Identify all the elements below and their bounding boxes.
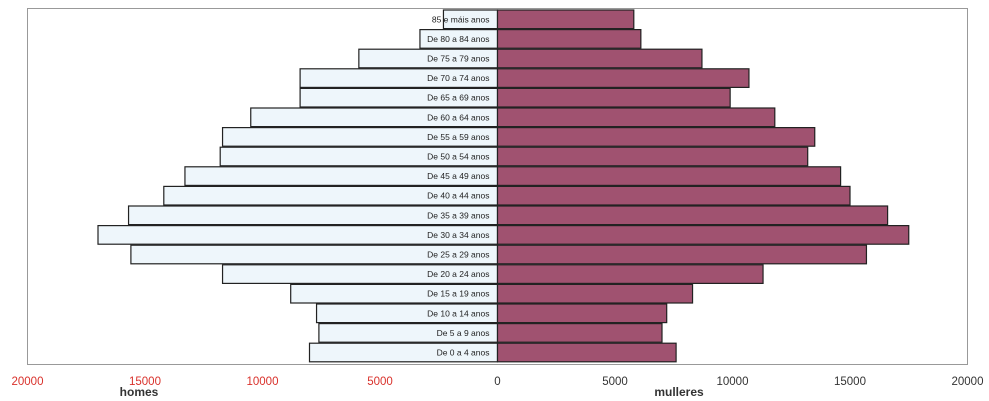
age-group-label: De 15 a 19 anos (427, 289, 489, 299)
x-tick-label: 15000 (129, 376, 161, 388)
age-group-label: De 65 a 69 anos (427, 93, 489, 103)
age-group-label: De 60 a 64 anos (427, 112, 489, 122)
bar-mulleres (496, 29, 642, 49)
bar-mulleres (496, 9, 635, 30)
bar-mulleres (496, 342, 677, 363)
bar-mulleres (496, 205, 889, 226)
age-group-label: De 5 a 9 anos (437, 328, 490, 338)
age-group-label: De 40 a 44 anos (427, 191, 489, 201)
age-group-label: De 0 a 4 anos (437, 348, 490, 358)
x-tick-label: 10000 (247, 376, 279, 388)
age-group-label: De 10 a 14 anos (427, 308, 489, 318)
bar-mulleres (496, 244, 868, 265)
age-group-label: De 80 a 84 anos (427, 34, 489, 44)
bar-mulleres (496, 303, 668, 324)
x-tick-label: 0 (494, 376, 500, 388)
bar-mulleres (496, 323, 663, 343)
age-group-label: De 20 a 24 anos (427, 269, 489, 279)
bar-mulleres (496, 264, 764, 284)
age-group-label: De 35 a 39 anos (427, 210, 489, 220)
x-tick-labels: 20000 15000 10000 5000 0 5000 10000 15000 20000 (12, 376, 984, 388)
bars-group (97, 9, 910, 363)
age-group-label: De 70 a 74 anos (427, 73, 489, 83)
bar-mulleres (496, 225, 910, 245)
bar-mulleres (496, 48, 703, 69)
x-tick-label: 10000 (717, 376, 749, 388)
age-group-label: De 50 a 54 anos (427, 152, 489, 162)
bar-mulleres (496, 107, 776, 128)
age-group-label: De 45 a 49 anos (427, 171, 489, 181)
bar-mulleres (496, 68, 750, 89)
bar-mulleres (496, 185, 851, 206)
x-tick-label: 20000 (12, 376, 44, 388)
bar-mulleres (496, 166, 842, 187)
age-group-label: De 75 a 79 anos (427, 54, 489, 64)
age-labels-group: 85 e máis anos De 80 a 84 anos De 75 a 79 … (427, 14, 489, 357)
x-tick-label: 20000 (952, 376, 984, 388)
plot-frame (27, 8, 968, 365)
age-group-label: De 30 a 34 anos (427, 230, 489, 240)
bar-mulleres (496, 283, 694, 304)
x-tick-label: 15000 (834, 376, 866, 388)
x-axis-title-right: mulleres (654, 385, 704, 399)
age-group-label: 85 e máis anos (432, 14, 490, 24)
x-axis-title-left: homes (120, 385, 159, 399)
age-group-label: De 25 a 29 anos (427, 250, 489, 260)
x-tick-label: 5000 (602, 376, 628, 388)
x-tick-label: 5000 (367, 376, 393, 388)
bar-mulleres (496, 146, 809, 167)
age-group-label: De 55 a 59 anos (427, 132, 489, 142)
bar-mulleres (496, 126, 816, 147)
bar-mulleres (496, 87, 731, 108)
